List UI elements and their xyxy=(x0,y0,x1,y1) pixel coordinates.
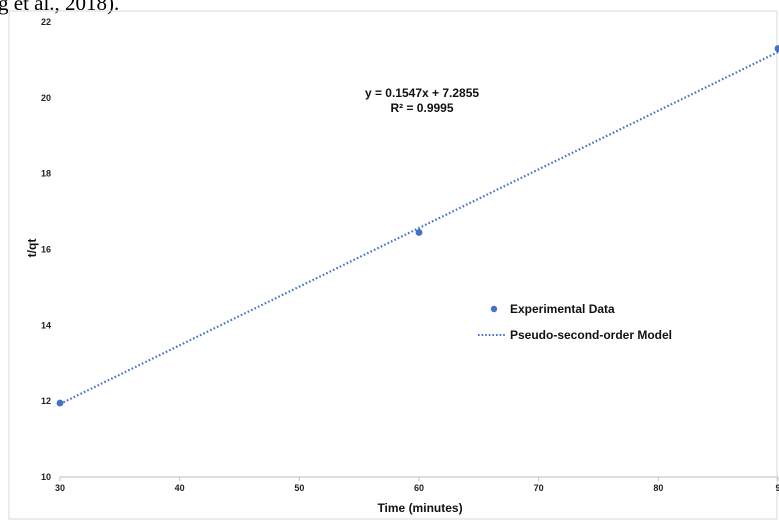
y-tick-label: 22 xyxy=(41,17,51,27)
y-axis-title: t/qt xyxy=(25,239,39,258)
legend-label-experimental-data: Experimental Data xyxy=(510,302,615,316)
y-tick-label: 10 xyxy=(41,472,51,482)
plot-border xyxy=(8,10,778,520)
legend-label-pseudo-second-order-model: Pseudo-second-order Model xyxy=(510,328,672,342)
axes: 30 40 50 60 70 80 9 10 12 14 16 18 20 22 xyxy=(41,17,779,493)
data-point-experimental xyxy=(56,399,64,407)
x-tick-label: 50 xyxy=(294,483,304,493)
x-tick-label: 70 xyxy=(534,483,544,493)
data-point-experimental xyxy=(774,45,779,52)
r-squared-label: R² = 0.9995 xyxy=(390,101,453,115)
data-points xyxy=(56,45,779,407)
trendline xyxy=(59,51,779,405)
trendline-equation: y = 0.1547x + 7.2855 xyxy=(365,86,479,100)
y-tick-label: 18 xyxy=(41,169,51,179)
y-tick-label: 16 xyxy=(41,245,51,255)
y-tick-label: 14 xyxy=(41,320,51,330)
trendline-pseudo-second-order xyxy=(59,51,779,405)
x-tick-label: 60 xyxy=(414,483,424,493)
x-axis-title: Time (minutes) xyxy=(377,501,462,515)
y-tick-label: 20 xyxy=(41,93,51,103)
x-tick-label: 40 xyxy=(175,483,185,493)
x-tick-label: 30 xyxy=(55,483,65,493)
legend-marker-experimental-data xyxy=(490,305,498,313)
legend: Experimental Data Pseudo-second-order Mo… xyxy=(478,302,672,342)
y-tick-label: 12 xyxy=(41,396,51,406)
data-point-experimental xyxy=(415,229,423,236)
x-tick-label: 80 xyxy=(653,483,663,493)
x-tick-label: 9 xyxy=(775,483,779,493)
